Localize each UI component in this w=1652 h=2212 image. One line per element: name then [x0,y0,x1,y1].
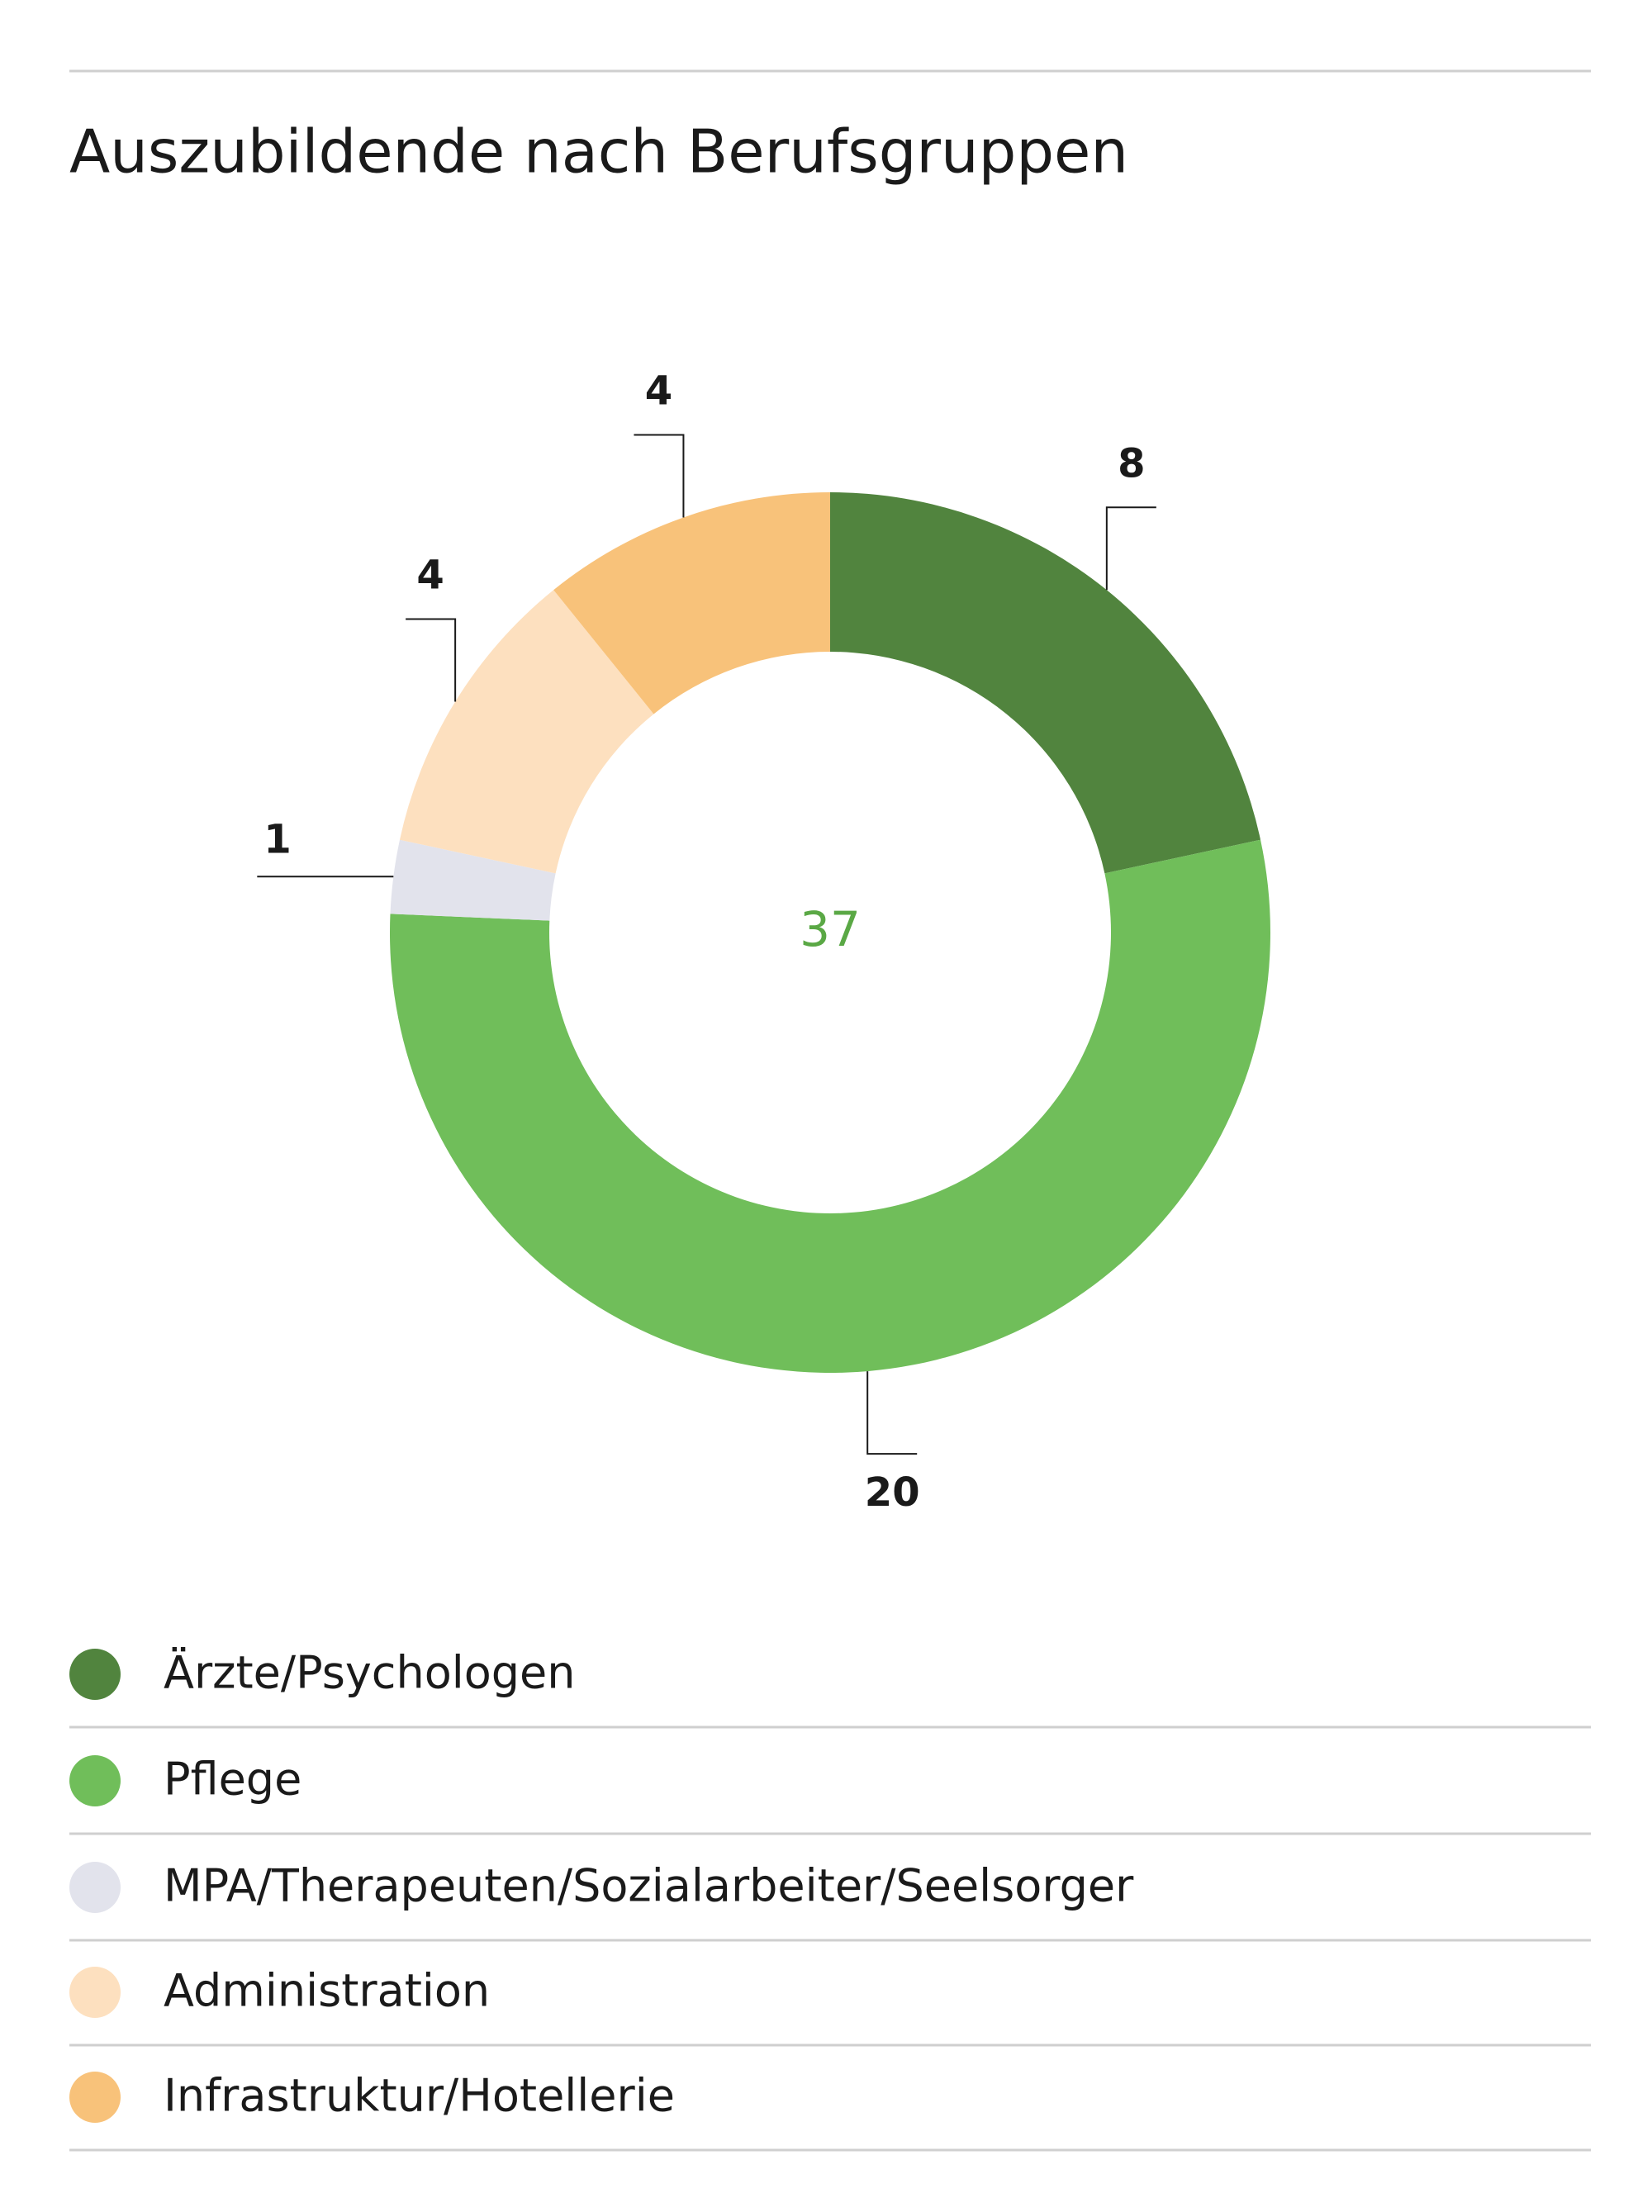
data-label: 20 [865,1469,920,1516]
legend-swatch [69,1967,121,2018]
leader-line [866,1371,918,1455]
legend-label: Pflege [164,1754,301,1806]
legend-swatch [69,1862,121,1913]
leader-line [634,434,685,518]
leader-line [406,618,457,702]
legend-swatch [69,1649,121,1700]
legend-label: Ärzte/Psychologen [164,1647,576,1699]
legend-label: MPA/Therapeuten/Sozialarbeiter/Seelsorge… [164,1860,1134,1912]
donut-segment [390,839,556,921]
donut-segment [830,492,1261,874]
donut-segment [553,492,830,714]
legend-swatch [69,2072,121,2123]
legend-label: Administration [164,1965,490,2017]
legend-swatch [69,1755,121,1806]
center-total: 37 [800,901,861,957]
donut-segment [390,839,1270,1373]
data-label: 4 [645,368,672,414]
data-label: 1 [263,816,291,862]
chart-title: Auszubildende nach Berufsgruppen [69,117,1128,187]
leader-line [1105,506,1156,591]
data-label: 8 [1118,440,1145,487]
legend-label: Infrastruktur/Hotellerie [164,2070,675,2122]
data-label: 4 [416,553,444,599]
donut-segment [399,590,654,874]
